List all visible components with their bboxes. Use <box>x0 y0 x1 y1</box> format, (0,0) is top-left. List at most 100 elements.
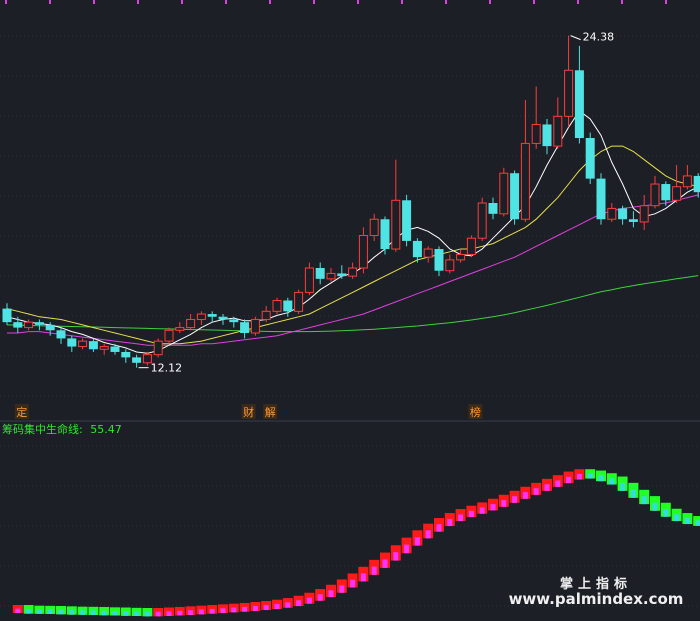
indicator-bar <box>477 502 488 514</box>
candle-body <box>13 322 23 328</box>
indicator-bar <box>639 489 650 505</box>
candle-body <box>99 346 109 350</box>
indicator-bar <box>99 607 110 616</box>
indicator-bar-inner <box>188 610 194 616</box>
event-tag: 定 <box>14 404 29 419</box>
candle-body <box>618 208 628 220</box>
indicator-bar-inner <box>458 514 464 522</box>
event-tag: 解 <box>263 404 278 419</box>
candle <box>250 316 260 336</box>
candle <box>13 316 23 333</box>
indicator-bar <box>563 471 574 484</box>
candle <box>672 165 682 203</box>
indicator-bar <box>120 607 131 616</box>
indicator-bar-inner <box>15 608 21 614</box>
candle <box>88 338 98 352</box>
indicator-bar <box>77 606 88 615</box>
candle-body <box>67 338 77 347</box>
candle <box>542 119 552 155</box>
candle-body <box>240 322 250 333</box>
indicator-bar-inner <box>382 559 388 568</box>
event-tag-text: 财 <box>243 405 254 419</box>
candle-body <box>639 205 649 223</box>
candle-body <box>56 330 66 339</box>
candle-body <box>88 341 98 350</box>
candle-body <box>434 249 444 271</box>
indicator-bar <box>531 482 542 495</box>
indicator-bar <box>552 475 563 487</box>
indicator-bar <box>196 605 207 615</box>
indicator-bar <box>671 508 682 522</box>
indicator-bar-inner <box>209 608 215 614</box>
candle-body <box>326 272 336 280</box>
indicator-bar <box>628 482 639 498</box>
candle-body <box>283 300 293 312</box>
indicator-bar <box>617 476 628 491</box>
candle <box>315 262 325 285</box>
candle <box>45 322 55 336</box>
candle-body <box>585 138 595 179</box>
event-tags: 定 财解 榜 <box>14 404 483 419</box>
candle <box>402 194 412 247</box>
indicator-bar-inner <box>652 502 658 511</box>
indicator-bar-inner <box>112 611 118 616</box>
candle-body <box>142 354 152 364</box>
watermark-url: www.palmindex.com <box>509 590 684 608</box>
indicator-bar-inner <box>674 514 680 522</box>
event-tag-bg <box>468 404 483 419</box>
candle <box>326 268 336 282</box>
indicator-bar-inner <box>512 496 518 503</box>
candle-body <box>456 253 466 261</box>
indicator-bar <box>164 607 174 617</box>
candle-body <box>596 178 606 220</box>
candle-body <box>607 207 617 220</box>
indicator-bar-inner <box>663 509 669 517</box>
indicator-bar <box>261 601 272 611</box>
candle-body <box>229 319 239 323</box>
candle <box>510 170 520 225</box>
indicator-bar-inner <box>263 605 269 611</box>
candle-body <box>294 291 304 312</box>
indicator-bar-inner <box>371 566 377 575</box>
indicator-bar-inner <box>479 507 485 514</box>
indicator-bar <box>380 552 390 568</box>
low-price-label: 12.12 <box>151 362 183 375</box>
indicator-bar-inner <box>80 610 86 615</box>
indicator-bar <box>606 473 617 485</box>
indicator-value: 55.47 <box>90 423 122 436</box>
candle <box>466 235 476 258</box>
indicator-bar-inner <box>490 504 496 511</box>
candle-body <box>693 175 700 193</box>
candle <box>261 305 271 323</box>
indicator-bar <box>315 589 326 601</box>
candle-body <box>672 186 682 201</box>
indicator-bar <box>434 518 444 532</box>
indicator-bar <box>444 513 455 527</box>
candle <box>207 311 217 323</box>
indicator-bar-inner <box>317 594 323 601</box>
candle-body <box>261 310 271 320</box>
indicator-bar-inner <box>47 609 53 615</box>
indicator-bar <box>185 606 196 616</box>
candle-body <box>175 327 185 331</box>
indicator-bar-inner <box>566 476 572 484</box>
indicator-bar <box>56 606 66 615</box>
candle-body <box>24 321 34 329</box>
candle <box>369 213 379 241</box>
indicator-bar <box>228 603 239 613</box>
indicator-bar <box>423 523 434 539</box>
indicator-bar-inner <box>328 590 334 598</box>
indicator-bar <box>326 584 336 598</box>
indicator-bar <box>304 592 315 604</box>
candle <box>56 327 66 344</box>
indicator-bar-inner <box>252 606 258 612</box>
candle-body <box>574 70 584 138</box>
candle <box>650 175 660 209</box>
indicator-bar-inner <box>155 611 161 617</box>
ma60-line <box>6 275 699 333</box>
candle-body <box>218 316 228 320</box>
candle <box>272 297 282 315</box>
candle-body <box>661 184 671 201</box>
candle-body <box>207 314 217 317</box>
indicator-bar-inner <box>144 611 150 617</box>
